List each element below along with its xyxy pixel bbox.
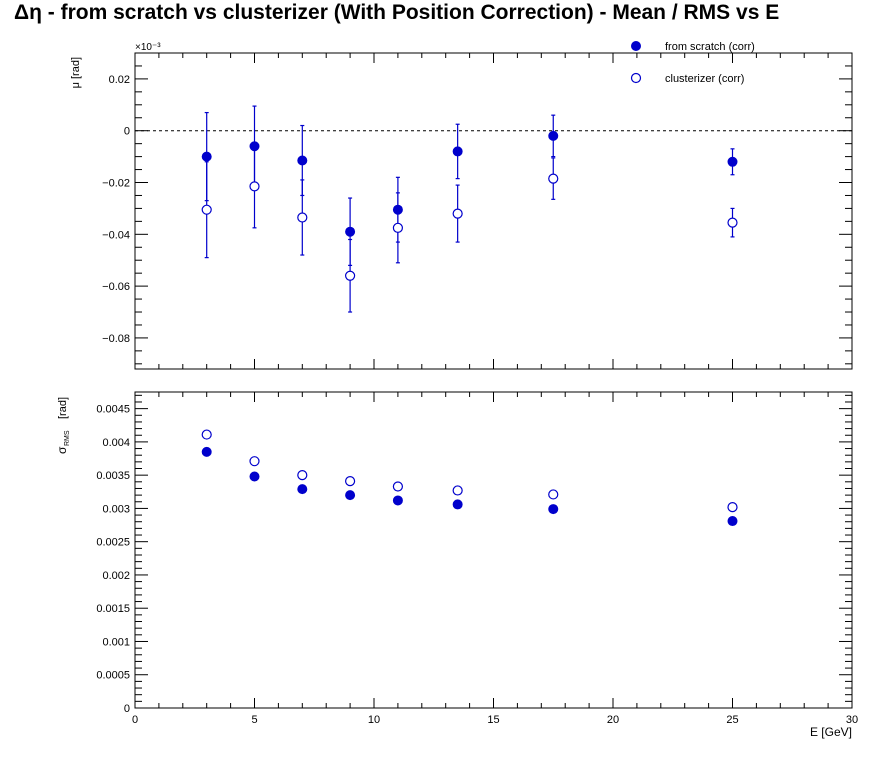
legend-entry-label: clusterizer (corr) [665, 73, 744, 85]
data-point-open [201, 429, 212, 440]
data-point-filled [297, 484, 308, 495]
data-point-open [392, 222, 403, 233]
data-point-filled [345, 490, 356, 501]
data-point-open [452, 208, 463, 219]
data-point-open [249, 456, 260, 467]
rms-y-axis-symbol: σ [55, 446, 69, 454]
x-tick-label: 15 [487, 714, 499, 726]
data-point-open [548, 173, 559, 184]
data-point-filled [297, 155, 308, 166]
y-tick-label: −0.04 [102, 229, 130, 241]
y-tick-label: 0 [124, 126, 130, 138]
data-point-filled [727, 156, 738, 167]
mean-plot-frame [134, 52, 853, 370]
y-tick-label: 0.001 [102, 636, 130, 648]
rms-y-axis-unit: [rad] [57, 397, 69, 419]
y-tick-label: 0.0035 [96, 470, 130, 482]
data-point-filled [345, 226, 356, 237]
x-tick-label: 25 [726, 714, 738, 726]
data-point-filled [201, 151, 212, 162]
y-tick-label: 0.002 [102, 570, 130, 582]
y-tick-label: 0.02 [109, 74, 130, 86]
y-tick-label: 0.0045 [96, 404, 130, 416]
y-exponent-label: ×10⁻³ [135, 42, 161, 53]
y-tick-label: 0.0025 [96, 537, 130, 549]
data-point-filled [548, 504, 559, 515]
x-axis-label: E [GeV] [810, 725, 852, 739]
data-point-filled [249, 141, 260, 152]
data-point-open [201, 204, 212, 215]
data-point-open [727, 217, 738, 228]
x-tick-label: 0 [132, 714, 138, 726]
x-tick-label: 20 [607, 714, 619, 726]
data-point-filled [392, 204, 403, 215]
legend-marker-open [630, 72, 642, 84]
y-tick-label: 0.0015 [96, 603, 130, 615]
y-tick-label: 0 [124, 703, 130, 715]
data-point-filled [452, 499, 463, 510]
data-point-open [345, 270, 356, 281]
chart-title: Δη - from scratch vs clusterizer (With P… [14, 1, 780, 24]
data-point-open [392, 481, 403, 492]
rms-y-axis-subscript: RMS [64, 430, 71, 446]
data-point-filled [452, 146, 463, 157]
data-point-filled [727, 516, 738, 527]
data-point-open [727, 501, 738, 513]
legend-marker-filled [631, 41, 641, 51]
y-tick-label: 0.0005 [96, 670, 130, 682]
legend-entry-label: from scratch (corr) [665, 41, 755, 53]
data-point-filled [392, 495, 403, 506]
y-tick-label: −0.06 [102, 281, 130, 293]
rms-plot-frame [134, 391, 853, 709]
data-point-open [297, 470, 308, 481]
data-point-open [345, 476, 356, 487]
y-tick-label: 0.003 [102, 503, 130, 515]
data-point-filled [201, 446, 212, 457]
x-tick-label: 5 [251, 714, 257, 726]
y-tick-label: −0.08 [102, 333, 130, 345]
data-point-open [297, 212, 308, 223]
data-point-open [249, 181, 260, 192]
y-tick-label: −0.02 [102, 178, 130, 190]
y-tick-label: 0.004 [102, 437, 130, 449]
data-point-filled [548, 130, 559, 141]
mean-y-axis-label: μ [rad] [70, 57, 82, 88]
data-point-open [548, 489, 559, 500]
x-tick-label: 10 [368, 714, 380, 726]
data-point-open [452, 485, 463, 496]
data-point-filled [249, 471, 260, 482]
x-tick-label: 30 [846, 714, 858, 726]
